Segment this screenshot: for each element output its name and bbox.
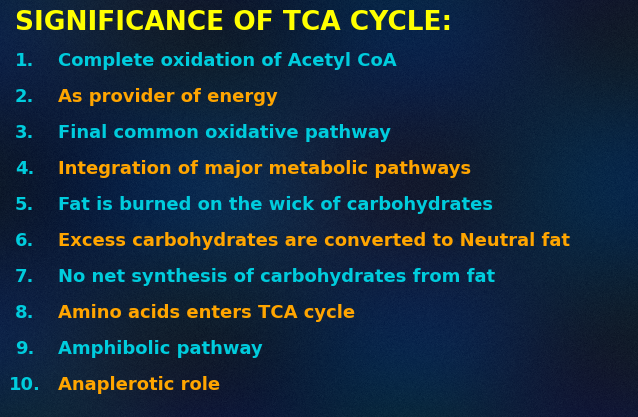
Text: SIGNIFICANCE OF TCA CYCLE:: SIGNIFICANCE OF TCA CYCLE: xyxy=(15,10,452,36)
Text: 9.: 9. xyxy=(15,340,34,358)
Text: Amino acids enters TCA cycle: Amino acids enters TCA cycle xyxy=(58,304,355,322)
Text: 8.: 8. xyxy=(15,304,34,322)
Text: Excess carbohydrates are converted to Neutral fat: Excess carbohydrates are converted to Ne… xyxy=(58,232,570,250)
Text: As provider of energy: As provider of energy xyxy=(58,88,278,106)
Text: 7.: 7. xyxy=(15,268,34,286)
Text: Anaplerotic role: Anaplerotic role xyxy=(58,376,220,394)
Text: 1.: 1. xyxy=(15,52,34,70)
Text: Final common oxidative pathway: Final common oxidative pathway xyxy=(58,124,391,142)
Text: Integration of major metabolic pathways: Integration of major metabolic pathways xyxy=(58,160,471,178)
Text: 4.: 4. xyxy=(15,160,34,178)
Text: 5.: 5. xyxy=(15,196,34,214)
Text: 6.: 6. xyxy=(15,232,34,250)
Text: Fat is burned on the wick of carbohydrates: Fat is burned on the wick of carbohydrat… xyxy=(58,196,493,214)
Text: 2.: 2. xyxy=(15,88,34,106)
Text: Complete oxidation of Acetyl CoA: Complete oxidation of Acetyl CoA xyxy=(58,52,397,70)
Text: 10.: 10. xyxy=(9,376,41,394)
Text: No net synthesis of carbohydrates from fat: No net synthesis of carbohydrates from f… xyxy=(58,268,495,286)
Text: 3.: 3. xyxy=(15,124,34,142)
Text: Amphibolic pathway: Amphibolic pathway xyxy=(58,340,263,358)
